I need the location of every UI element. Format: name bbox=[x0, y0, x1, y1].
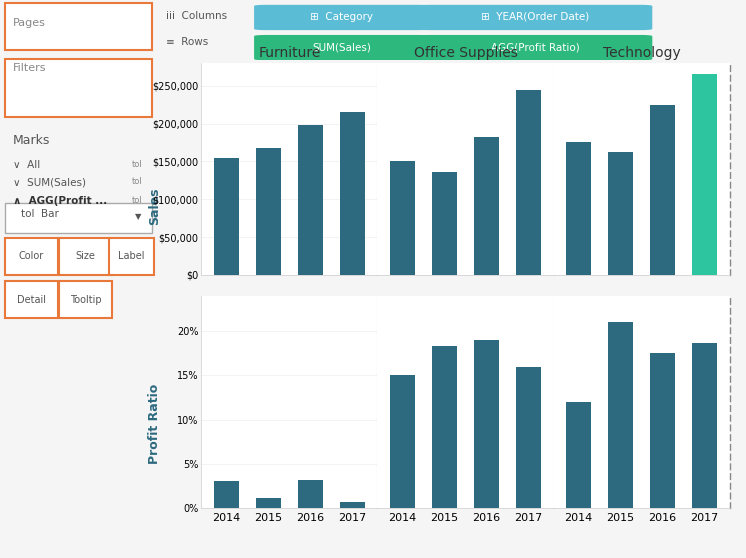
Text: Pages: Pages bbox=[13, 18, 46, 28]
Text: ▼: ▼ bbox=[135, 212, 141, 221]
Text: tol  Bar: tol Bar bbox=[21, 209, 59, 219]
Text: Filters: Filters bbox=[13, 63, 46, 73]
Bar bbox=[214, 157, 239, 275]
FancyBboxPatch shape bbox=[4, 281, 57, 318]
Text: ∨  SUM(Sales): ∨ SUM(Sales) bbox=[13, 177, 86, 187]
FancyBboxPatch shape bbox=[254, 35, 430, 60]
FancyBboxPatch shape bbox=[60, 281, 112, 318]
Bar bbox=[650, 353, 675, 508]
Bar bbox=[474, 137, 499, 275]
Title: Office Supplies: Office Supplies bbox=[413, 46, 518, 60]
Bar bbox=[566, 142, 592, 275]
Text: ∧  AGG(Profit ...: ∧ AGG(Profit ... bbox=[13, 196, 107, 206]
FancyBboxPatch shape bbox=[4, 59, 152, 117]
Text: Profit Ratio: Profit Ratio bbox=[148, 384, 161, 464]
Bar bbox=[339, 502, 365, 508]
Text: ∨  All: ∨ All bbox=[13, 160, 40, 170]
Text: Color: Color bbox=[19, 251, 44, 261]
Bar bbox=[515, 89, 541, 275]
Bar bbox=[214, 482, 239, 508]
Text: ⊞  Category: ⊞ Category bbox=[310, 12, 374, 22]
Text: tol: tol bbox=[131, 160, 142, 169]
FancyBboxPatch shape bbox=[60, 238, 112, 275]
Bar bbox=[474, 340, 499, 508]
Bar bbox=[339, 112, 365, 275]
Text: Sales: Sales bbox=[148, 187, 161, 225]
Bar bbox=[298, 479, 323, 508]
Bar bbox=[390, 376, 416, 508]
FancyBboxPatch shape bbox=[418, 35, 652, 60]
Text: ≡  Rows: ≡ Rows bbox=[166, 37, 208, 47]
FancyBboxPatch shape bbox=[109, 238, 154, 275]
Bar bbox=[256, 498, 281, 508]
Bar bbox=[515, 367, 541, 508]
Bar bbox=[692, 343, 717, 508]
Text: Size: Size bbox=[76, 251, 95, 261]
Bar bbox=[650, 105, 675, 275]
Text: SUM(Sales): SUM(Sales) bbox=[313, 42, 372, 52]
Text: iii  Columns: iii Columns bbox=[166, 11, 228, 21]
Text: Label: Label bbox=[119, 251, 145, 261]
Text: Tooltip: Tooltip bbox=[70, 295, 101, 305]
Bar bbox=[432, 172, 457, 275]
Title: Furniture: Furniture bbox=[258, 46, 321, 60]
Text: AGG(Profit Ratio): AGG(Profit Ratio) bbox=[491, 42, 580, 52]
Text: tol: tol bbox=[131, 177, 142, 186]
Bar bbox=[256, 148, 281, 275]
Bar bbox=[432, 347, 457, 508]
Text: ⊞  YEAR(Order Date): ⊞ YEAR(Order Date) bbox=[481, 12, 589, 22]
Text: Marks: Marks bbox=[13, 134, 50, 147]
FancyBboxPatch shape bbox=[418, 5, 652, 30]
Bar bbox=[566, 402, 592, 508]
FancyBboxPatch shape bbox=[4, 3, 152, 50]
Title: Technology: Technology bbox=[603, 46, 680, 60]
Bar bbox=[298, 125, 323, 275]
Text: tol: tol bbox=[131, 196, 142, 205]
Bar bbox=[390, 161, 416, 275]
FancyBboxPatch shape bbox=[4, 203, 152, 233]
FancyBboxPatch shape bbox=[254, 5, 430, 30]
Bar bbox=[608, 323, 633, 508]
Text: Detail: Detail bbox=[16, 295, 46, 305]
Bar bbox=[608, 152, 633, 275]
Bar bbox=[692, 74, 717, 275]
FancyBboxPatch shape bbox=[4, 238, 57, 275]
